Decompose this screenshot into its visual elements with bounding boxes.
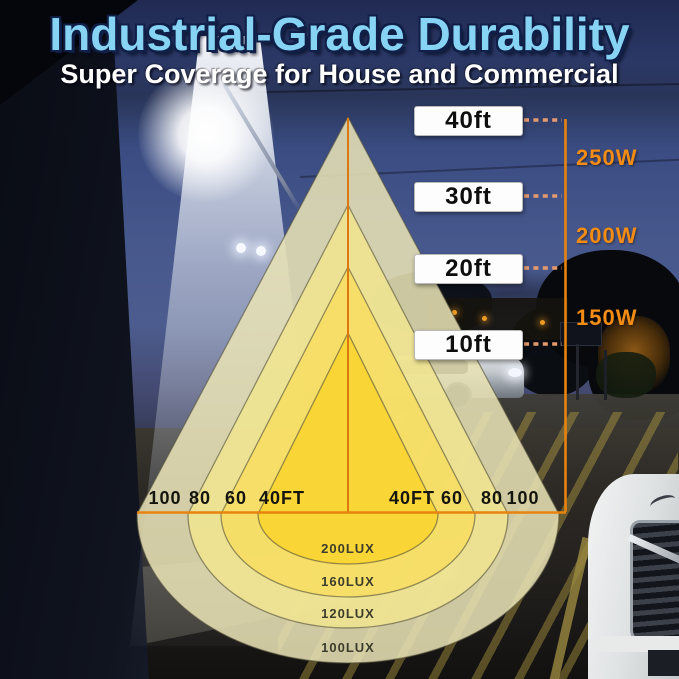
wall-light-dot (236, 243, 246, 253)
lux-label-120: 120LUX (321, 606, 375, 621)
lux-label-160: 160LUX (321, 574, 375, 589)
ground-width-40ft-right: 40FT (388, 488, 436, 508)
height-label-40ft: 40ft (414, 106, 523, 136)
sign-post (604, 350, 607, 400)
ground-width-60-right: 60 (440, 488, 464, 508)
sign-post (576, 344, 579, 400)
lux-label-200: 200LUX (321, 541, 375, 556)
lux-label-100: 100LUX (321, 640, 375, 655)
window-light-dot (482, 316, 487, 321)
wall-light-dot (256, 246, 266, 256)
height-label-10ft: 10ft (414, 330, 523, 360)
suv-bumper (592, 636, 679, 652)
window-light-dot (540, 320, 545, 325)
car-headlight (508, 368, 522, 377)
height-label-30ft: 30ft (414, 182, 523, 212)
wattage-label-200w: 200W (576, 223, 638, 248)
road-sign (560, 322, 602, 346)
ground-width-100-right: 100 (506, 488, 540, 508)
ground-width-60-left: 60 (224, 488, 248, 508)
ground-width-40ft-left: 40FT (258, 488, 306, 508)
window-light-dot (452, 310, 457, 315)
wattage-label-150w: 150W (576, 305, 638, 330)
headline: Industrial-Grade Durability (49, 8, 630, 60)
ground-width-80-right: 80 (480, 488, 504, 508)
wattage-label-250w: 250W (576, 145, 638, 170)
height-label-20ft: 20ft (414, 254, 523, 284)
suv-license-plate (648, 650, 679, 676)
ground-width-80-left: 80 (188, 488, 212, 508)
ground-width-100-left: 100 (148, 488, 182, 508)
subheadline: Super Coverage for House and Commercial (60, 59, 619, 89)
